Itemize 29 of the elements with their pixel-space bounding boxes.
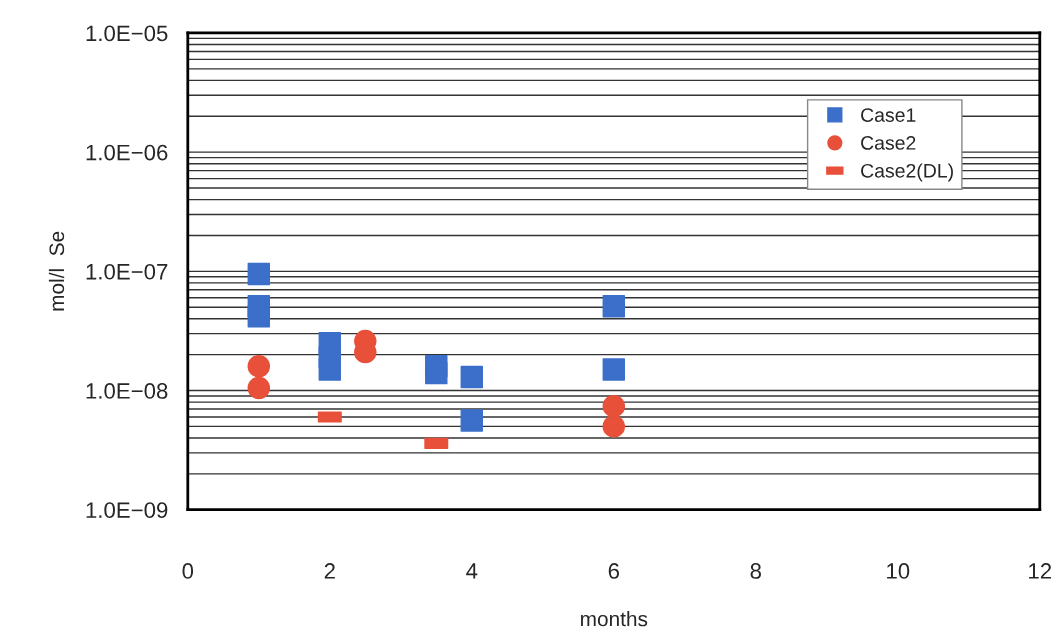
x-tick-label: 10: [887, 563, 910, 579]
x-axis-title: months: [581, 611, 648, 627]
point: [602, 394, 626, 418]
y-tick-label: 1.0E−08: [86, 383, 168, 399]
x-tick-label: 0: [182, 563, 194, 579]
y-tick-label: 1.0E−06: [86, 144, 168, 161]
y-tick-label: 1.0E−09: [86, 502, 168, 519]
point: [247, 262, 271, 286]
legend-label: Case1: [861, 108, 916, 122]
point: [247, 376, 271, 400]
point: [460, 365, 484, 389]
y-tick-label: 1.0E−05: [86, 25, 168, 42]
legend-label: Case2: [861, 136, 916, 150]
point: [602, 358, 626, 381]
point: [247, 305, 271, 328]
x-tick-label: 6: [608, 563, 619, 579]
y-tick-label: 1.0E−07: [86, 263, 168, 280]
y-axis-title: mol/l Se: [48, 231, 65, 311]
point: [318, 358, 342, 381]
point: [460, 409, 484, 432]
x-tick-label: 2: [324, 563, 335, 579]
point: [425, 361, 448, 385]
x-tick-label: 4: [466, 563, 478, 579]
point: [247, 354, 271, 378]
x-tick-label: 8: [750, 563, 761, 579]
legend-label: Case2(DL): [861, 163, 953, 182]
x-tick-label: 12: [1029, 563, 1052, 579]
point: [602, 294, 626, 318]
point: [602, 415, 626, 438]
